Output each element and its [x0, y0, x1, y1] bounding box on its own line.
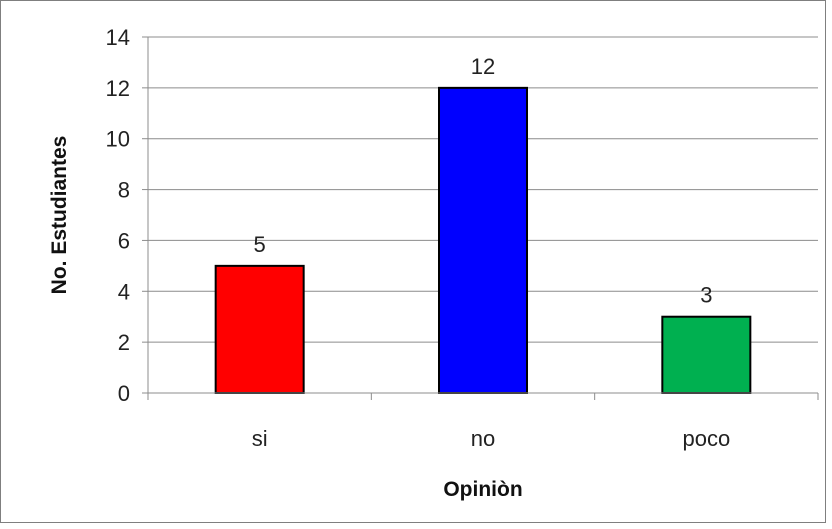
y-tick-label: 0: [118, 381, 130, 406]
x-tick-label-no: no: [471, 426, 495, 451]
x-tick-label-poco: poco: [682, 426, 730, 451]
x-tick-label-si: si: [252, 426, 268, 451]
y-tick-label: 8: [118, 178, 130, 203]
x-axis-ticks: si no poco: [147, 393, 819, 451]
y-axis-ticks: 0 2 4 6 8 10 12 14: [106, 25, 148, 406]
y-tick-label: 2: [118, 330, 130, 355]
bar-si: [214, 264, 305, 395]
data-label-si: 5: [254, 232, 266, 257]
data-labels: 5 12 3: [254, 54, 713, 308]
y-tick-label: 4: [118, 279, 130, 304]
bars: [214, 86, 752, 395]
y-tick-label: 10: [106, 127, 130, 152]
y-tick-label: 6: [118, 228, 130, 253]
y-tick-label: 12: [106, 76, 130, 101]
data-label-no: 12: [471, 54, 495, 79]
bar-no: [438, 86, 528, 394]
y-tick-label: 14: [106, 25, 130, 50]
x-axis-title: Opiniòn: [443, 478, 522, 501]
bar-poco: [661, 315, 752, 395]
data-label-poco: 3: [700, 283, 712, 308]
y-axis-title: No. Estudiantes: [48, 136, 71, 295]
